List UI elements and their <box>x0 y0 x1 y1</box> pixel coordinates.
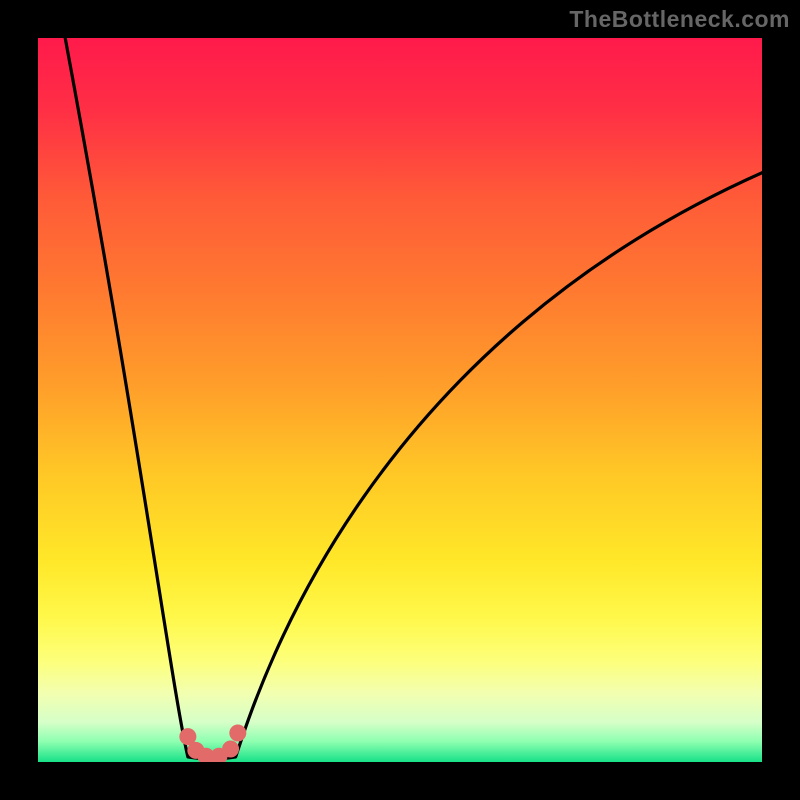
gradient-background <box>38 38 762 762</box>
chart-container: TheBottleneck.com <box>0 0 800 800</box>
chart-svg <box>0 0 800 800</box>
data-marker <box>222 740 239 757</box>
data-marker <box>229 725 246 742</box>
watermark-label: TheBottleneck.com <box>569 6 790 33</box>
